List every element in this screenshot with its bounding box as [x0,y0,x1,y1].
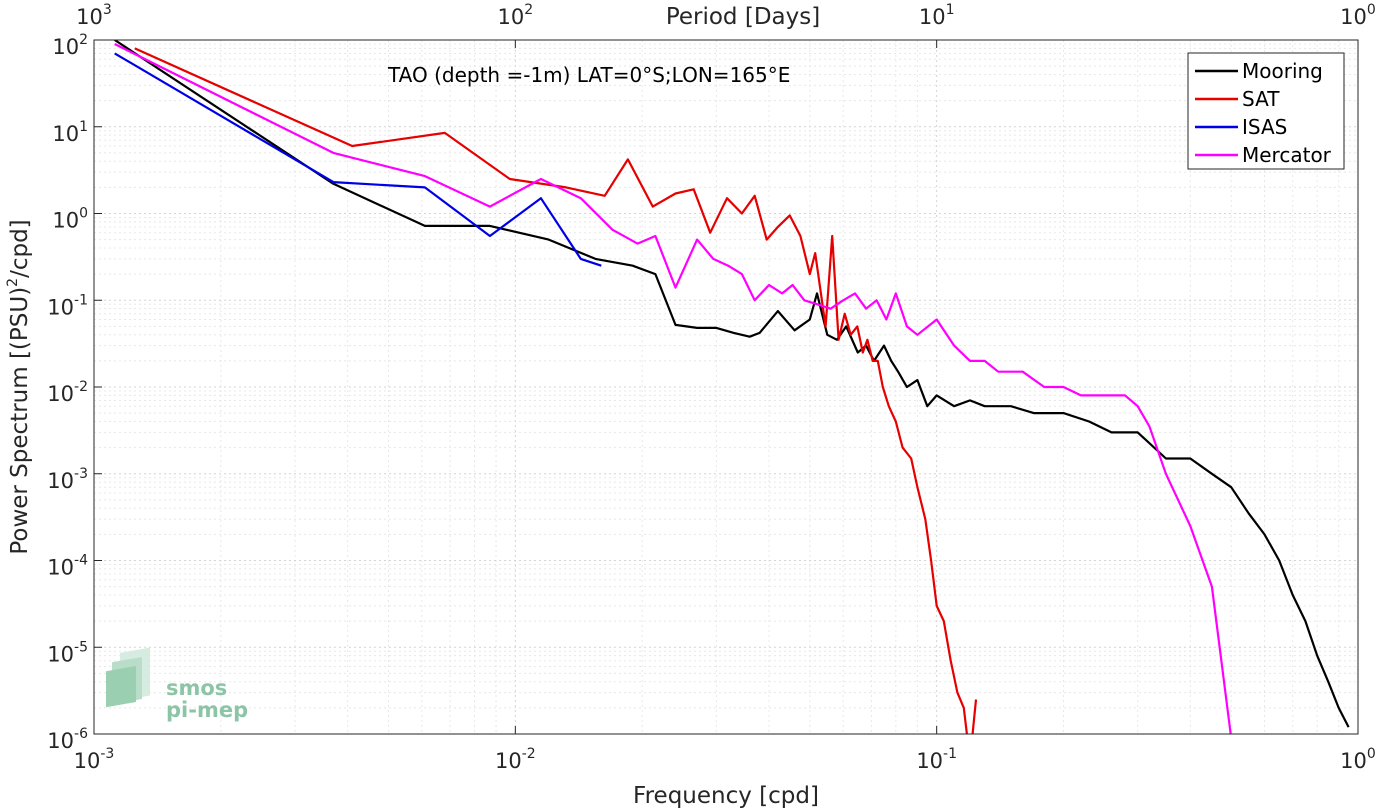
legend-label-mercator: Mercator [1242,143,1332,167]
top-tick-label-base: 10 [919,5,946,29]
x-tick-label-base: 10 [495,749,522,773]
x-tick-label: 10-2 [495,746,536,773]
series-line-mercator [114,43,1232,734]
legend-label-mooring: Mooring [1242,59,1323,83]
y-tick-label-exponent: -1 [74,292,88,308]
top-tick-label-exponent: 3 [103,2,112,18]
legend-entries: Mooring SAT ISAS Mercator [1195,59,1332,167]
y-tick-label-exponent: -3 [74,466,88,482]
top-tick-label-base: 10 [76,5,103,29]
x-tick-label-base: 10 [916,749,943,773]
series-layer [114,40,1350,734]
y-tick-label-exponent: 1 [79,119,88,135]
logo-shape-3 [106,666,136,708]
x-tick-label: 100 [1340,746,1376,773]
y-tick-label-exponent: -6 [74,726,88,742]
top-tick-label-exponent: 2 [524,2,533,18]
y-tick-label: 100 [52,206,88,233]
x-tick-label: 10-3 [74,746,115,773]
y-tick-label: 101 [52,119,88,146]
y-tick-label-exponent: -2 [74,379,88,395]
series-line-isas [114,52,602,267]
series-line-mooring [114,40,1350,728]
top-tick-label-base: 10 [1340,5,1367,29]
y-tick-label-base: 10 [52,209,79,233]
y-tick-label: 10-3 [47,466,88,493]
y-tick-label-base: 10 [52,35,79,59]
x-tick-label-exponent: -1 [943,746,957,762]
y-tick-label: 10-6 [47,726,88,753]
y-tick-label-base: 10 [47,729,74,753]
y-tick-label-exponent: 2 [79,32,88,48]
y-tick-label-base: 10 [47,295,74,319]
y-tick-label-exponent: -5 [74,639,88,655]
y-axis-label-main: Power Spectrum [(PSU) [7,287,33,555]
y-tick-label-base: 10 [47,642,74,666]
top-tick-label: 102 [498,2,534,29]
top-tick-label: 101 [919,2,955,29]
top-tick-label-exponent: 0 [1367,2,1376,18]
top-tick-label: 100 [1340,2,1376,29]
y-tick-label-base: 10 [52,122,79,146]
legend-label-sat: SAT [1242,87,1280,111]
x-tick-label: 10-1 [916,746,957,773]
logo-line2: pi-mep [166,698,248,722]
x-tick-label-base: 10 [74,749,101,773]
x-axis-label: Frequency [cpd] [633,783,819,809]
y-tick-label-base: 10 [47,382,74,406]
smos-pimep-logo: smos pi-mep [106,647,248,722]
logo-line1: smos [166,676,227,700]
grid [94,40,1358,734]
y-tick-label-exponent: -4 [74,553,88,569]
y-tick-label: 10-1 [47,292,88,319]
x-tick-label-exponent: -2 [522,746,536,762]
x-tick-label-exponent: -3 [100,746,114,762]
legend: Mooring SAT ISAS Mercator [1187,52,1345,170]
y-tick-label: 10-4 [47,553,88,580]
y-tick-label-base: 10 [47,469,74,493]
y-tick-label: 10-2 [47,379,88,406]
y-tick-label: 102 [52,32,88,59]
x-tick-label-base: 10 [1340,749,1367,773]
top-tick-label-base: 10 [498,5,525,29]
y-axis-label-sup: 2 [5,278,21,287]
annotation-text: TAO (depth =-1m) LAT=0°S;LON=165°E [387,63,790,87]
y-tick-label-exponent: 0 [79,206,88,222]
legend-box [1187,52,1345,170]
y-axis-label-tail: /cpd] [7,219,33,278]
y-tick-label-base: 10 [47,556,74,580]
x-tick-label-exponent: 0 [1367,746,1376,762]
top-axis-label: Period [Days] [666,4,820,30]
top-tick-label: 103 [76,2,112,29]
y-axis-label: Power Spectrum [(PSU)2/cpd] [5,219,33,554]
y-tick-label: 10-5 [47,639,88,666]
top-tick-label-exponent: 1 [946,2,955,18]
series-line-sat [134,47,978,734]
legend-label-isas: ISAS [1242,115,1287,139]
